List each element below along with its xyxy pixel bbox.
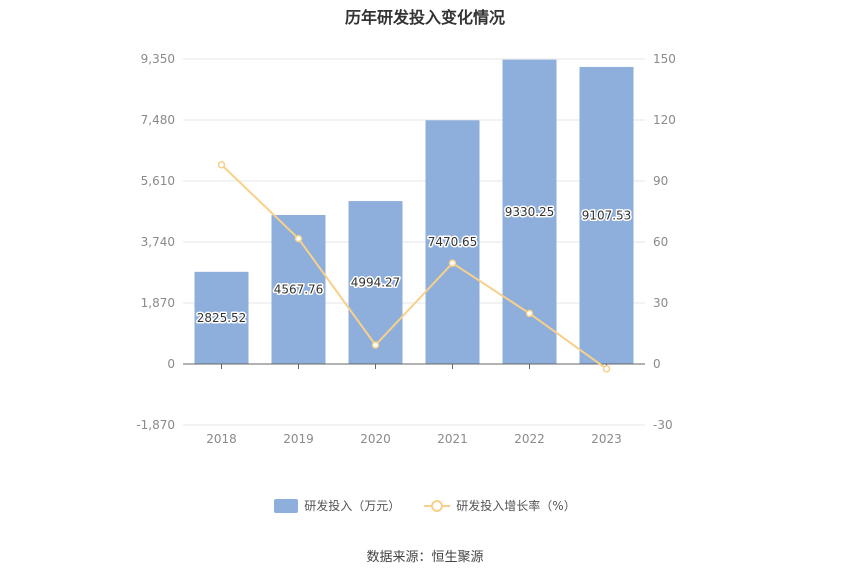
bar-series [194, 59, 634, 365]
growth-point [371, 341, 380, 349]
axis-ticks: -1,870 0 1,870 3,740 5,610 7,480 9,350 -30 0 30 60… [136, 52, 676, 446]
left-tick-label: 3,740 [141, 235, 175, 249]
growth-point [448, 259, 457, 267]
growth-point [294, 234, 303, 243]
right-tick-label: -30 [653, 418, 673, 432]
growth-point [525, 309, 534, 318]
bar-data-label: 4994.27 [351, 276, 401, 290]
right-tick-label: 120 [653, 113, 676, 127]
right-tick-label: 0 [653, 357, 661, 371]
x-tick-label: 2019 [283, 432, 314, 446]
x-tick-label: 2018 [206, 432, 237, 446]
bar [348, 201, 403, 364]
source-note: 数据来源：恒生聚源 [366, 550, 484, 565]
legend-item-rd-investment[interactable]: 研发投入（万元） [274, 497, 400, 514]
legend-line-swatch [424, 499, 451, 512]
right-tick-label: 30 [653, 296, 668, 310]
legend-item-growth-rate[interactable]: 研发投入增长率（%） [424, 497, 576, 514]
x-tick-label: 2022 [514, 432, 545, 446]
right-tick-label: 90 [653, 174, 668, 188]
bar-data-label: 7470.65 [428, 235, 478, 249]
legend-label-growth-rate: 研发投入增长率（%） [456, 499, 576, 513]
x-tick-label: 2021 [437, 432, 468, 446]
bar [579, 66, 634, 364]
bar-data-label: 9107.53 [582, 208, 632, 222]
bar-data-label: 4567.76 [274, 282, 324, 296]
growth-line [220, 164, 608, 370]
left-tick-label: 5,610 [141, 174, 175, 188]
legend: 研发投入（万元） 研发投入增长率（%） [0, 497, 850, 514]
bar-data-label: 9330.25 [505, 205, 555, 219]
grid-lines [183, 58, 645, 426]
chart-title: 历年研发投入变化情况 [344, 8, 505, 27]
right-tick-label: 60 [653, 235, 668, 249]
right-tick-label: 150 [653, 52, 676, 66]
bar-data-label: 2825.52 [197, 311, 247, 325]
left-tick-label: 1,870 [141, 296, 175, 310]
line-series [217, 160, 611, 373]
x-tick-label: 2020 [360, 432, 391, 446]
left-tick-label: 9,350 [141, 52, 175, 66]
x-axis [183, 363, 645, 369]
legend-label-rd-investment: 研发投入（万元） [304, 499, 401, 513]
left-tick-label: -1,870 [136, 418, 175, 432]
x-tick-label: 2023 [591, 432, 622, 446]
bar [425, 120, 480, 365]
data-labels: 2825.52 4567.76 4994.27 7470.65 9330.25 9107.… [195, 203, 633, 326]
legend-bar-swatch [274, 498, 299, 513]
growth-point [217, 160, 226, 169]
bar [194, 271, 249, 364]
growth-point [602, 365, 611, 373]
left-tick-label: 7,480 [141, 113, 175, 127]
left-tick-label: 0 [167, 357, 175, 371]
